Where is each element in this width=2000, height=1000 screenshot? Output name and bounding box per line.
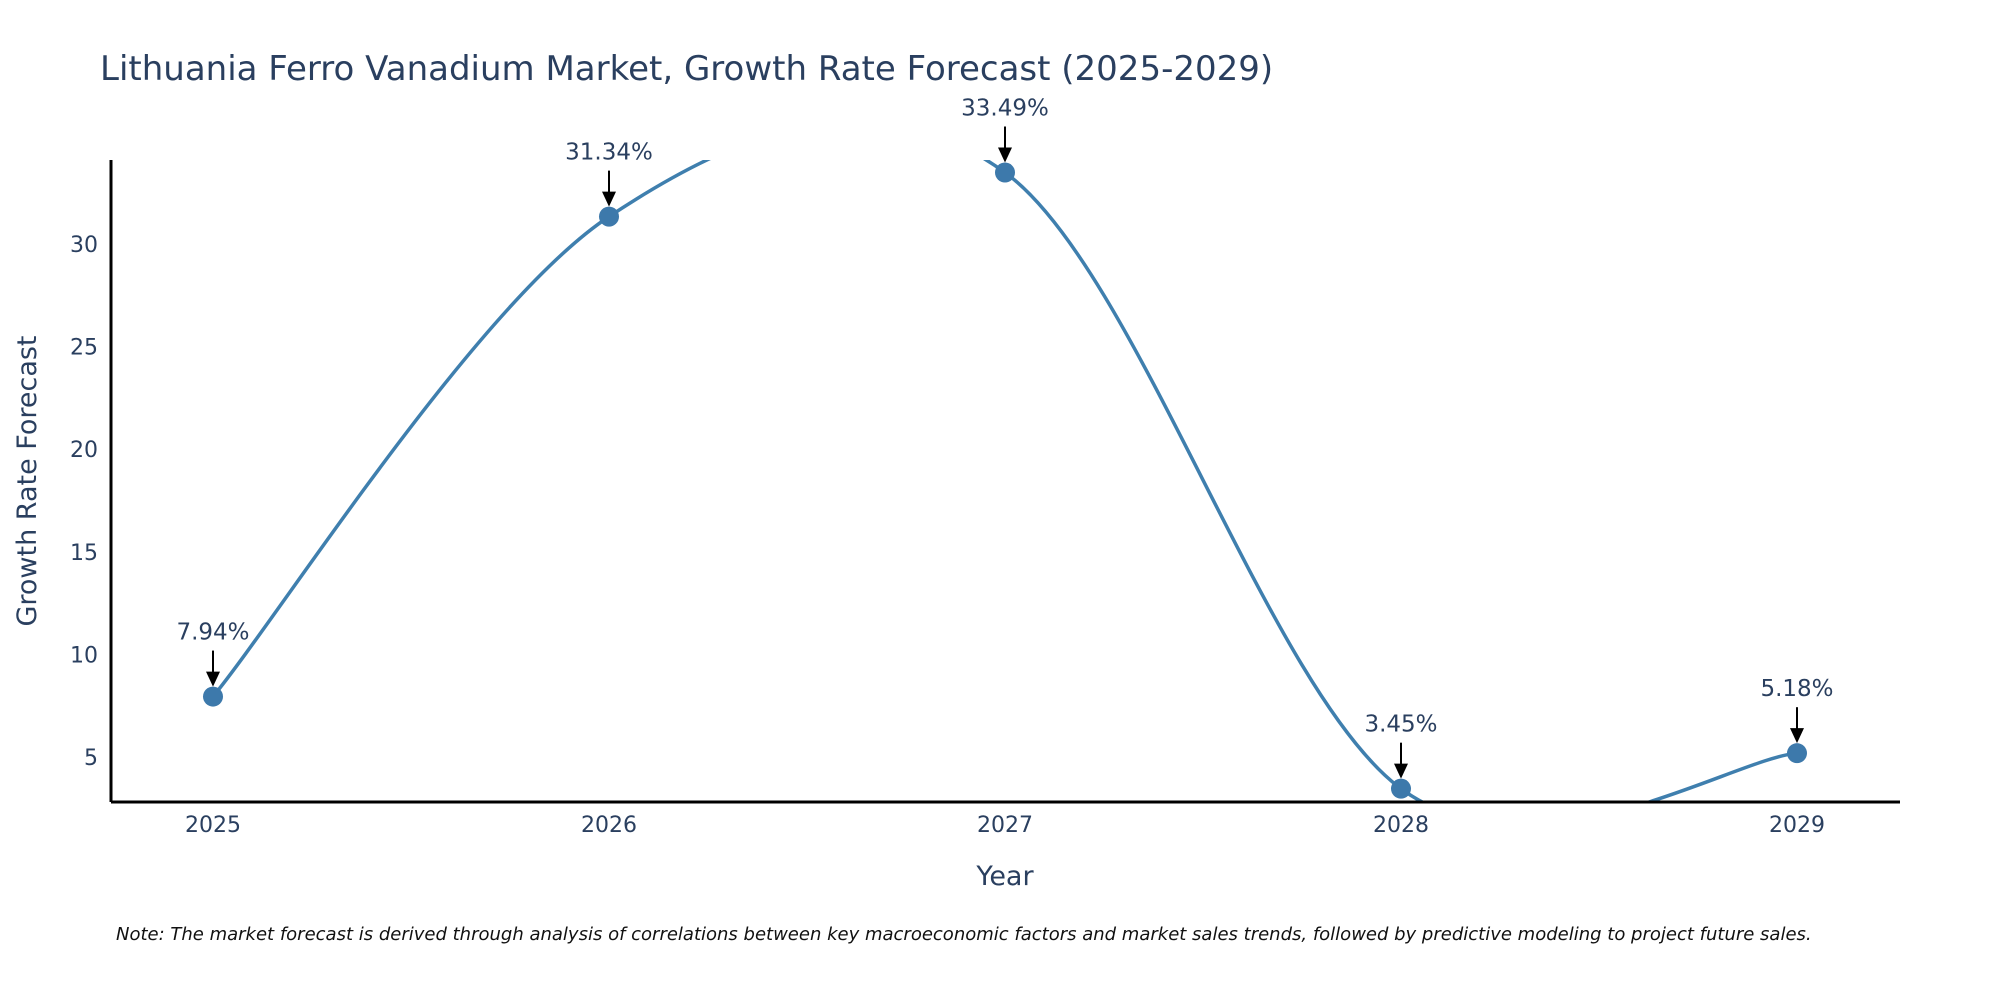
y-axis-ticks: 5 10 15 20 25 30 bbox=[70, 233, 98, 771]
y-tick-label: 5 bbox=[84, 746, 98, 771]
x-axis-title: Year bbox=[975, 861, 1034, 892]
y-axis-title: Growth Rate Forecast bbox=[12, 335, 43, 626]
y-tick-label: 10 bbox=[70, 643, 98, 668]
x-tick-label: 2027 bbox=[977, 813, 1033, 838]
annotation-arrowhead bbox=[1790, 728, 1804, 744]
data-point bbox=[995, 162, 1015, 183]
data-label: 31.34% bbox=[565, 140, 653, 166]
data-point bbox=[1391, 778, 1411, 799]
x-tick-label: 2028 bbox=[1373, 813, 1429, 838]
x-tick-label: 2029 bbox=[1769, 813, 1825, 838]
chart-title: Lithuania Ferro Vanadium Market, Growth … bbox=[100, 49, 1273, 89]
annotation-arrowhead bbox=[998, 147, 1012, 163]
x-tick-label: 2025 bbox=[185, 813, 241, 838]
data-label: 33.49% bbox=[961, 96, 1049, 122]
annotation-arrowhead bbox=[206, 671, 220, 687]
data-point bbox=[599, 206, 619, 227]
annotation-arrowhead bbox=[602, 191, 616, 207]
growth-rate-line bbox=[211, 160, 1798, 802]
annotation-arrowhead bbox=[1394, 763, 1408, 779]
y-tick-label: 25 bbox=[70, 336, 98, 361]
data-label: 7.94% bbox=[176, 620, 249, 646]
data-point bbox=[203, 686, 223, 707]
x-axis-ticks: 2025 2026 2027 2028 2029 bbox=[185, 813, 1825, 838]
data-point-markers bbox=[203, 162, 1807, 799]
y-tick-label: 30 bbox=[70, 233, 98, 258]
data-label-annotations: 7.94% 31.34% 33.49% 3.45% 5.18% bbox=[176, 96, 1834, 779]
y-tick-label: 15 bbox=[70, 541, 98, 566]
x-tick-label: 2026 bbox=[581, 813, 637, 838]
data-point bbox=[1787, 743, 1807, 764]
forecast-note: Note: The market forecast is derived thr… bbox=[116, 924, 1812, 945]
data-label: 5.18% bbox=[1760, 676, 1833, 702]
data-label: 3.45% bbox=[1364, 712, 1437, 738]
y-tick-label: 20 bbox=[70, 438, 98, 463]
